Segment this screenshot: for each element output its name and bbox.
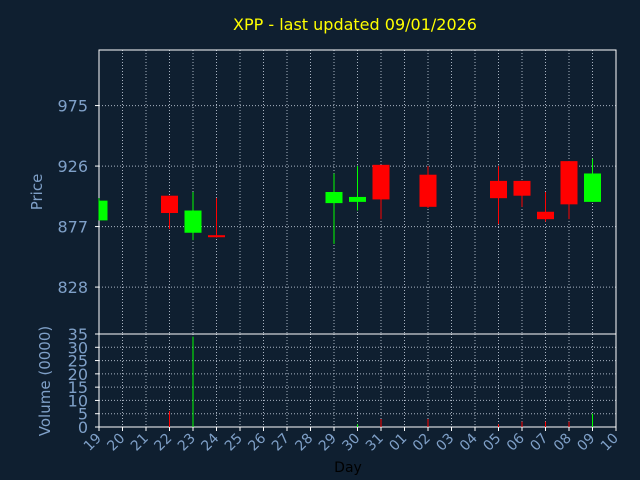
- x-tick-label: 20: [104, 431, 128, 455]
- x-tick-label: 24: [198, 430, 222, 454]
- candlestick: [161, 195, 178, 230]
- candlestick: [325, 173, 343, 244]
- candlestick: [98, 198, 108, 221]
- candle-body: [161, 195, 178, 213]
- x-tick-label: 04: [457, 430, 481, 454]
- candlestick: [184, 192, 202, 241]
- price-panel: 828 877 926 975: [57, 49, 617, 335]
- volume-tick-label: 35: [68, 325, 88, 344]
- candle-body: [490, 180, 507, 199]
- candlestick: [584, 158, 601, 202]
- x-tick-label: 06: [504, 430, 528, 454]
- candle-body: [208, 235, 225, 238]
- candlestick: [208, 198, 225, 238]
- candlestick: [537, 192, 554, 222]
- candle-body: [584, 173, 601, 202]
- candlestick: [560, 161, 578, 220]
- x-tick-label: 25: [222, 431, 246, 455]
- x-tick-label: 30: [339, 431, 363, 455]
- price-axis-label: Price: [28, 174, 46, 211]
- x-tick-label: 01: [386, 431, 410, 455]
- candle-body: [349, 196, 366, 202]
- chart-title: XPP - last updated 09/01/2026: [233, 15, 477, 34]
- volume-tick-label: 25: [68, 352, 88, 371]
- volume-tick-label: 5: [78, 405, 88, 424]
- volume-tick-label: 20: [68, 365, 88, 384]
- x-tick-label: 28: [292, 431, 316, 455]
- x-tick-label: 05: [480, 431, 504, 455]
- price-tick-label: 975: [57, 97, 88, 116]
- x-tick-label: 27: [269, 431, 293, 455]
- candlestick: [490, 166, 507, 225]
- x-tick-label: 31: [363, 431, 387, 455]
- x-tick-label: 08: [551, 431, 575, 455]
- candle-body: [513, 180, 531, 196]
- price-tick-label: 877: [57, 218, 88, 237]
- x-axis-label: Day: [334, 460, 362, 476]
- x-tick-label: 22: [151, 431, 175, 455]
- x-tick-label: 07: [527, 431, 551, 455]
- candlestick: [349, 166, 366, 211]
- x-tick-label: 21: [128, 431, 152, 455]
- candle-body: [99, 200, 108, 221]
- x-tick-label: 10: [598, 431, 622, 455]
- candle-body: [560, 161, 578, 205]
- volume-axis-label: Volume (0000): [36, 326, 54, 436]
- x-tick-label: 09: [574, 431, 598, 455]
- volume-tick-label: 30: [68, 338, 88, 357]
- x-tick-label: 02: [410, 431, 434, 455]
- candle-body: [537, 211, 554, 220]
- candlestick: [372, 164, 390, 220]
- price-tick-label: 926: [57, 157, 88, 176]
- price-tick-label: 828: [57, 278, 88, 297]
- x-tick-label: 29: [316, 431, 340, 455]
- volume-tick-label: 15: [68, 378, 88, 397]
- x-tick-label: 26: [245, 430, 269, 454]
- volume-tick-label: 0: [78, 418, 88, 437]
- x-tick-label: 23: [175, 431, 199, 455]
- candle-body: [325, 192, 343, 204]
- candle-body: [184, 210, 202, 233]
- volume-tick-label: 10: [68, 391, 88, 410]
- candle-body: [372, 164, 390, 200]
- candlestick: [513, 180, 531, 207]
- candlestick: [419, 166, 437, 209]
- volume-frame: [98, 333, 617, 428]
- x-tick-label: 03: [433, 431, 457, 455]
- candle-body: [419, 174, 437, 207]
